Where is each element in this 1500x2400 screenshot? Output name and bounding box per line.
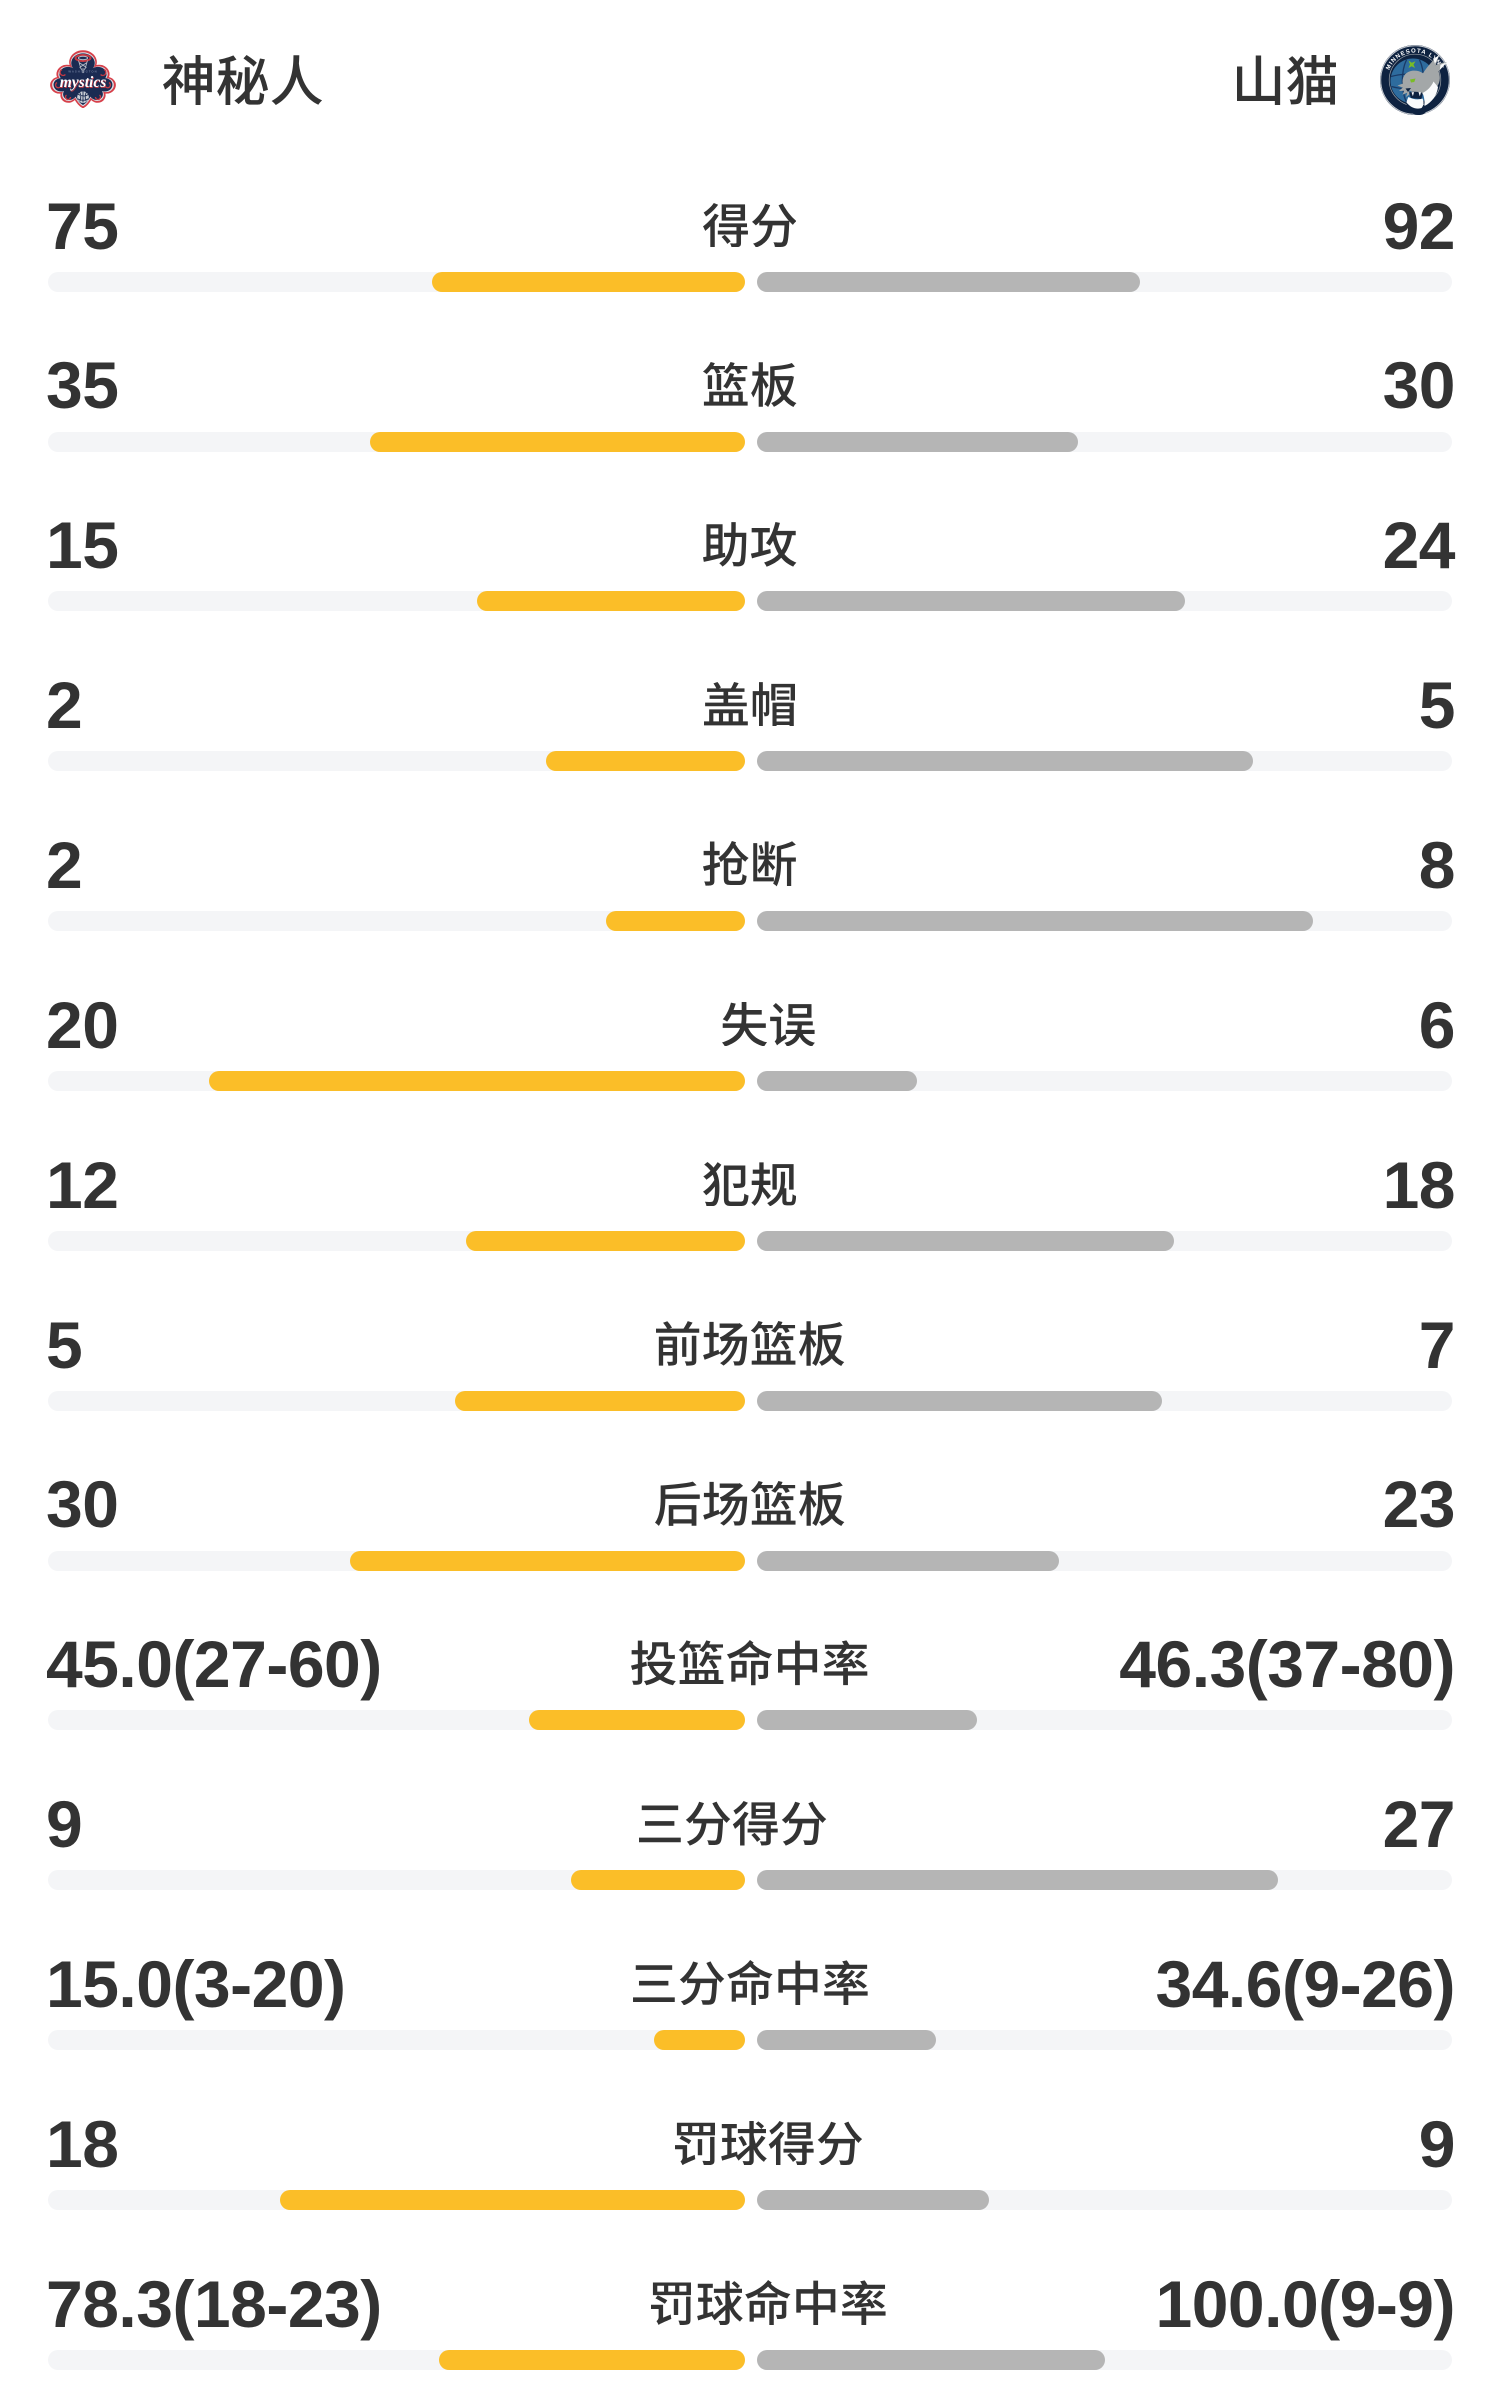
svg-text:WASHINGTON: WASHINGTON bbox=[68, 70, 97, 74]
svg-text:mystics: mystics bbox=[60, 75, 107, 92]
svg-text:mystics: mystics bbox=[60, 74, 107, 91]
